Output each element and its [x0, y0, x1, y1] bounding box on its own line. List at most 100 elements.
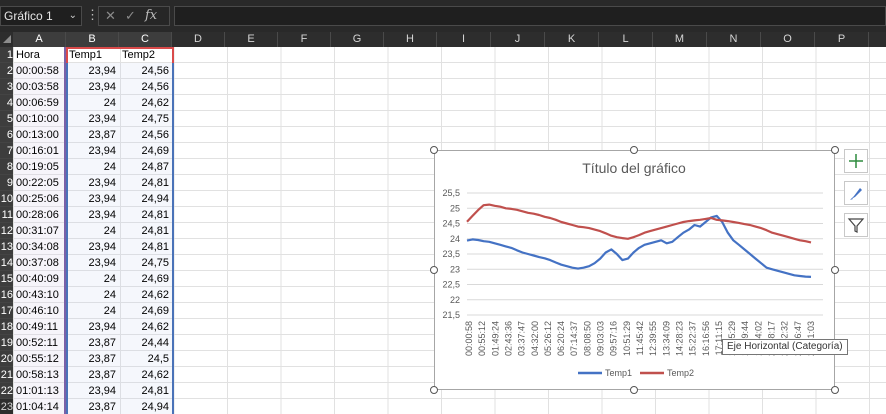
data-cell[interactable]: 00:46:10: [16, 305, 59, 317]
data-cell[interactable]: 23,94: [88, 193, 116, 205]
data-cell[interactable]: 00:43:10: [16, 289, 59, 301]
row-header-18[interactable]: 18: [0, 319, 13, 335]
data-cell[interactable]: 23,94: [88, 177, 116, 189]
chevron-down-icon[interactable]: ⌄: [68, 10, 77, 21]
data-cell[interactable]: 23,94: [88, 385, 116, 397]
data-cell[interactable]: 24,56: [141, 81, 169, 93]
data-cell[interactable]: 24,94: [141, 193, 169, 205]
data-cell[interactable]: 00:00:58: [16, 65, 59, 77]
row-header-15[interactable]: 15: [0, 271, 13, 287]
column-header-b[interactable]: B: [66, 32, 119, 47]
data-cell[interactable]: 00:37:08: [16, 257, 59, 269]
row-header-5[interactable]: 5: [0, 111, 13, 127]
data-cell[interactable]: 24,81: [141, 209, 169, 221]
data-cell[interactable]: 23,87: [88, 401, 116, 413]
data-cell[interactable]: 24,94: [141, 401, 169, 413]
data-cell[interactable]: 24,62: [141, 321, 169, 333]
data-cell[interactable]: 00:16:01: [16, 145, 59, 157]
row-header-14[interactable]: 14: [0, 255, 13, 271]
data-cell[interactable]: 00:28:06: [16, 209, 59, 221]
resize-handle-t[interactable]: [630, 146, 638, 154]
column-header-p[interactable]: P: [815, 32, 869, 47]
row-header-6[interactable]: 6: [0, 127, 13, 143]
data-cell[interactable]: 23,94: [88, 321, 116, 333]
data-cell[interactable]: 24,69: [141, 305, 169, 317]
data-cell[interactable]: 24,62: [141, 369, 169, 381]
row-header-19[interactable]: 19: [0, 335, 13, 351]
data-cell[interactable]: 24,81: [141, 385, 169, 397]
cancel-icon[interactable]: ✕: [105, 8, 116, 23]
formula-input[interactable]: [174, 6, 886, 26]
data-cell[interactable]: 00:25:06: [16, 193, 59, 205]
chart-filters-button[interactable]: [844, 213, 868, 237]
resize-handle-b[interactable]: [630, 386, 638, 394]
data-cell[interactable]: 24,69: [141, 273, 169, 285]
data-cell[interactable]: 24,5: [147, 353, 169, 365]
data-cell[interactable]: 24,81: [141, 225, 169, 237]
resize-handle-r[interactable]: [831, 266, 839, 274]
data-cell[interactable]: 24,81: [141, 177, 169, 189]
data-cell[interactable]: 00:22:05: [16, 177, 59, 189]
data-cell[interactable]: 24: [103, 305, 116, 317]
column-header-n[interactable]: N: [707, 32, 761, 47]
row-header-20[interactable]: 20: [0, 351, 13, 367]
row-header-12[interactable]: 12: [0, 223, 13, 239]
column-header-k[interactable]: K: [545, 32, 599, 47]
row-header-2[interactable]: 2: [0, 63, 13, 79]
enter-icon[interactable]: ✓: [125, 8, 136, 23]
data-cell[interactable]: 23,87: [88, 337, 116, 349]
data-cell[interactable]: 00:13:00: [16, 129, 59, 141]
data-cell[interactable]: 23,94: [88, 113, 116, 125]
row-header-17[interactable]: 17: [0, 303, 13, 319]
row-header-22[interactable]: 22: [0, 383, 13, 399]
header-cell[interactable]: Hora: [16, 49, 40, 61]
column-header-d[interactable]: D: [172, 32, 225, 47]
header-cell[interactable]: Temp2: [122, 49, 156, 61]
column-header-g[interactable]: G: [331, 32, 384, 47]
data-cell[interactable]: 23,94: [88, 145, 116, 157]
data-cell[interactable]: 24,44: [141, 337, 169, 349]
data-cell[interactable]: 23,94: [88, 81, 116, 93]
row-header-3[interactable]: 3: [0, 79, 13, 95]
data-cell[interactable]: 00:31:07: [16, 225, 59, 237]
data-cell[interactable]: 24,87: [141, 161, 169, 173]
data-cell[interactable]: 23,94: [88, 241, 116, 253]
column-header-a[interactable]: A: [13, 32, 66, 47]
data-cell[interactable]: 24,69: [141, 145, 169, 157]
row-header-21[interactable]: 21: [0, 367, 13, 383]
resize-handle-br[interactable]: [831, 386, 839, 394]
row-header-8[interactable]: 8: [0, 159, 13, 175]
column-header-c[interactable]: C: [119, 32, 172, 47]
row-header-9[interactable]: 9: [0, 175, 13, 191]
data-cell[interactable]: 24,62: [141, 289, 169, 301]
row-header-23[interactable]: 23: [0, 399, 13, 414]
column-header-f[interactable]: F: [278, 32, 331, 47]
data-cell[interactable]: 00:03:58: [16, 81, 59, 93]
resize-handle-tr[interactable]: [831, 146, 839, 154]
data-cell[interactable]: 24,56: [141, 129, 169, 141]
header-cell[interactable]: Temp1: [69, 49, 103, 61]
data-cell[interactable]: 00:40:09: [16, 273, 59, 285]
resize-handle-tl[interactable]: [430, 146, 438, 154]
insert-function-icon[interactable]: fx: [145, 8, 158, 23]
resize-handle-bl[interactable]: [430, 386, 438, 394]
data-cell[interactable]: 01:04:14: [16, 401, 59, 413]
row-header-16[interactable]: 16: [0, 287, 13, 303]
data-cell[interactable]: 24,81: [141, 241, 169, 253]
row-header-13[interactable]: 13: [0, 239, 13, 255]
row-header-10[interactable]: 10: [0, 191, 13, 207]
data-cell[interactable]: 23,87: [88, 369, 116, 381]
name-box[interactable]: Gráfico 1 ⌄: [0, 6, 82, 26]
data-cell[interactable]: 00:52:11: [16, 337, 59, 349]
column-header-j[interactable]: J: [491, 32, 545, 47]
data-cell[interactable]: 00:10:00: [16, 113, 59, 125]
chart-styles-button[interactable]: [844, 181, 868, 205]
data-cell[interactable]: 01:01:13: [16, 385, 59, 397]
data-cell[interactable]: 24,75: [141, 257, 169, 269]
data-cell[interactable]: 24: [103, 97, 116, 109]
row-header-11[interactable]: 11: [0, 207, 13, 223]
data-cell[interactable]: 23,94: [88, 65, 116, 77]
data-cell[interactable]: 00:19:05: [16, 161, 59, 173]
row-header-1[interactable]: 1: [0, 47, 13, 63]
data-cell[interactable]: 24: [103, 161, 116, 173]
